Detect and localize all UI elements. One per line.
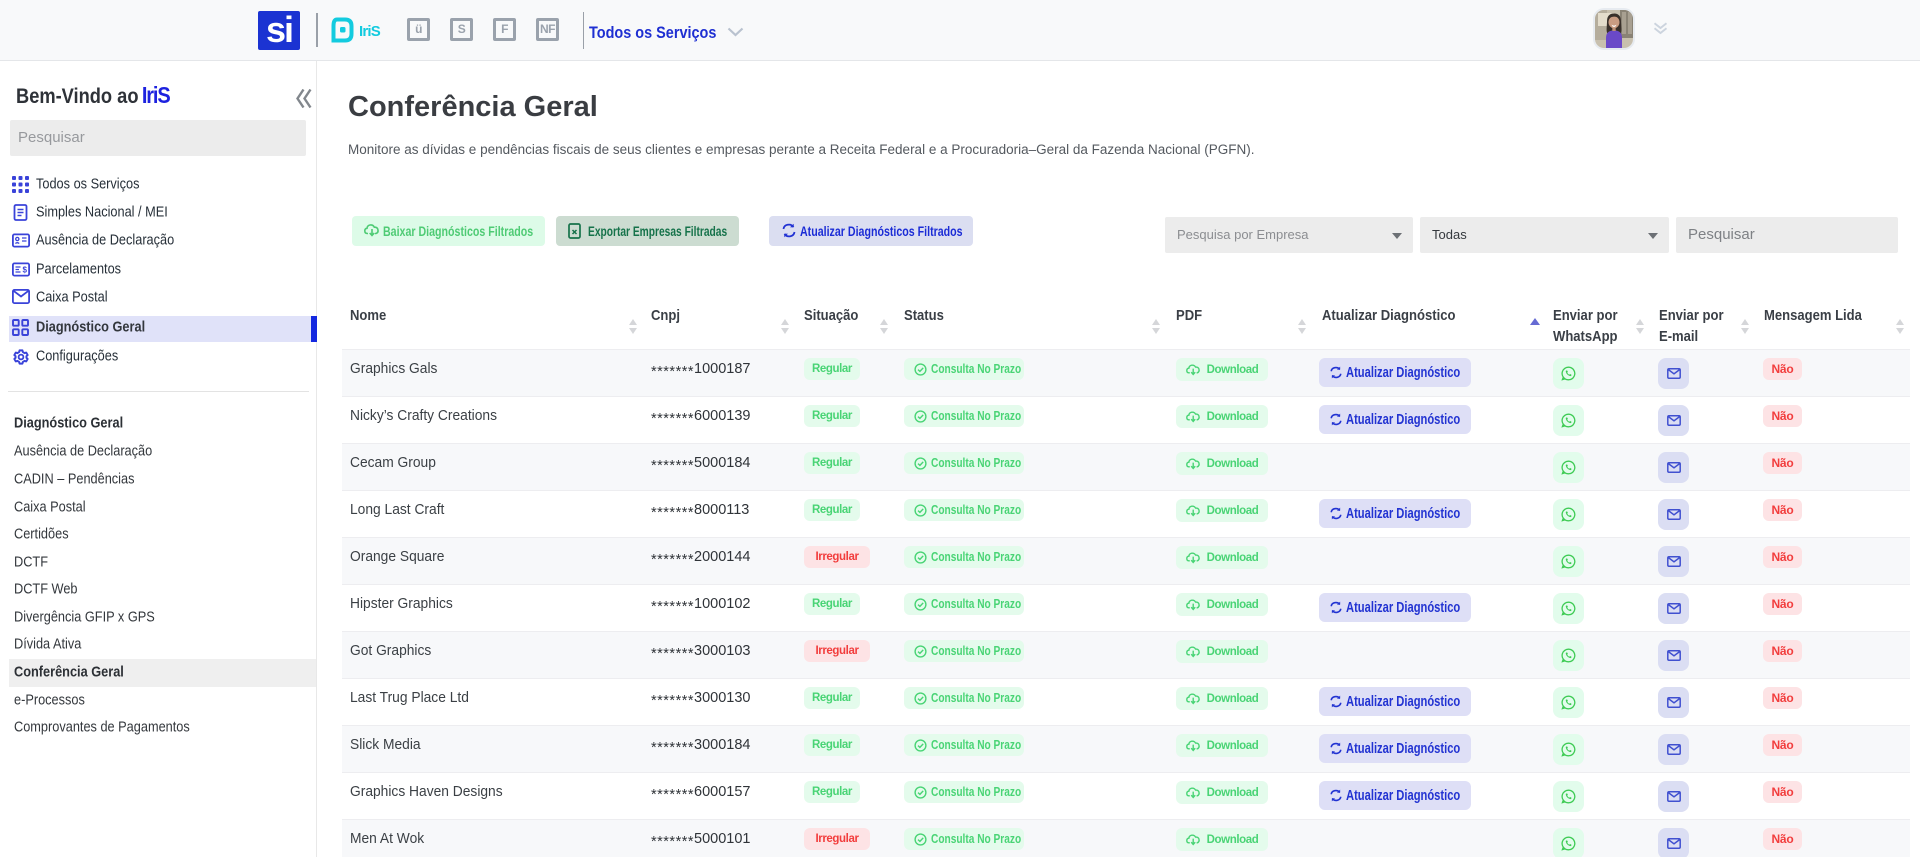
svg-text:$: $ <box>23 266 28 275</box>
